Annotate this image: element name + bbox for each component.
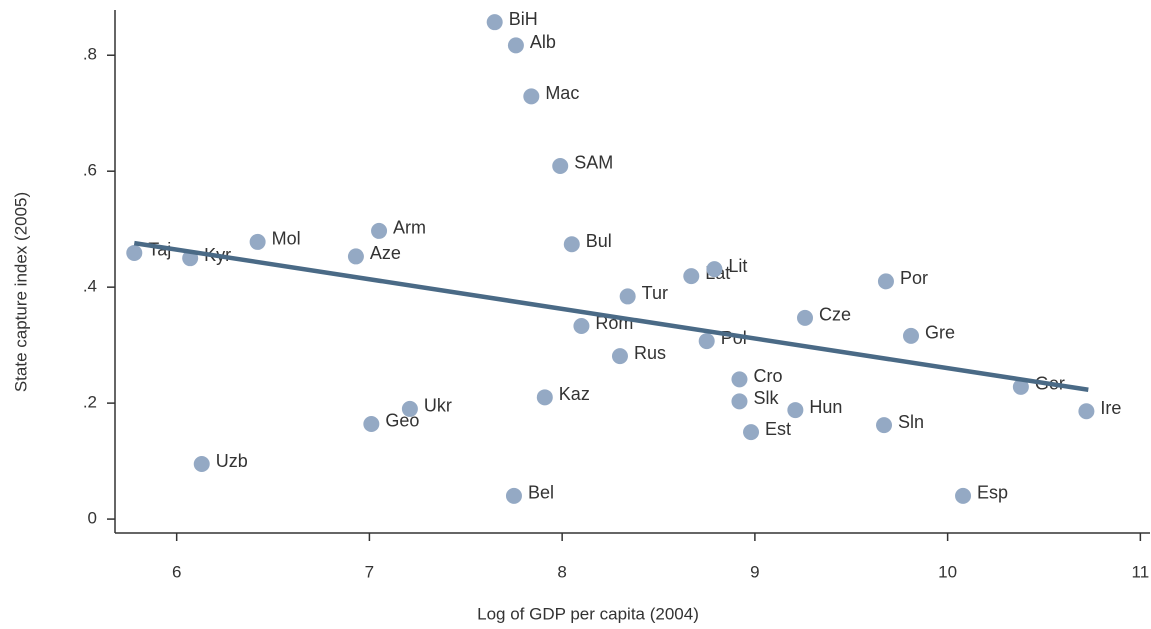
x-tick-label: 11 [1132,562,1150,581]
point [552,157,569,174]
point-label: BiH [509,9,538,29]
y-tick-label: 0 [88,509,97,528]
point-label: SAM [574,153,613,173]
point [536,389,553,406]
point-label: Cze [819,305,851,325]
point [619,288,636,305]
point [401,400,418,417]
y-tick-label: .6 [83,161,97,180]
point [611,348,628,365]
point-label: Kaz [559,384,590,404]
point-label: Slk [753,388,779,408]
point [126,244,143,261]
point-label: Arm [393,218,426,238]
point [797,309,813,326]
x-tick-label: 6 [172,562,181,581]
point [877,273,894,290]
point-label: Bel [528,483,554,503]
y-tick-label: .4 [83,277,97,296]
point [363,415,380,432]
point [876,417,893,434]
point [706,261,723,278]
x-tick-label: 9 [750,562,759,581]
x-tick-label: 7 [365,562,374,581]
point-label: Mol [272,229,301,249]
point-label: Esp [977,483,1008,503]
point [743,424,760,441]
point-label: Cro [753,366,782,386]
x-axis-title: Log of GDP per capita (2004) [477,604,699,623]
point-label: Ukr [424,396,452,416]
point [955,487,972,504]
point [347,248,364,265]
point-label: Por [900,268,928,288]
point [193,456,210,473]
point-label: Sln [898,412,924,432]
point [683,268,700,285]
point [371,222,388,239]
point [505,487,522,504]
y-axis-title: State capture index (2005) [11,192,30,392]
point [903,327,920,344]
point [698,333,715,350]
point [731,393,748,410]
y-tick-label: .2 [83,393,97,412]
trend-line [133,240,1089,393]
point-label: Uzb [216,451,248,471]
point [523,88,540,105]
point [486,14,503,31]
point-label: Rus [634,343,666,363]
point [731,371,748,388]
point-label: Hun [809,397,842,417]
point-label: Ire [1100,398,1121,418]
y-tick-label: .8 [83,45,97,64]
point [563,236,580,253]
point [507,37,524,54]
point-label: Mac [545,83,579,103]
point-label: Gre [925,323,955,343]
point [787,402,804,419]
point-label: Est [765,419,791,439]
point-label: Tur [642,283,668,303]
x-tick-label: 10 [938,562,957,581]
point-label: Lit [728,256,747,276]
point [249,233,266,250]
point [1078,403,1095,420]
point [1012,378,1029,395]
point-label: Bul [586,231,612,251]
x-tick-label: 8 [557,562,566,581]
point [573,318,590,335]
point-label: Aze [370,243,401,263]
point-label: Alb [530,32,556,52]
